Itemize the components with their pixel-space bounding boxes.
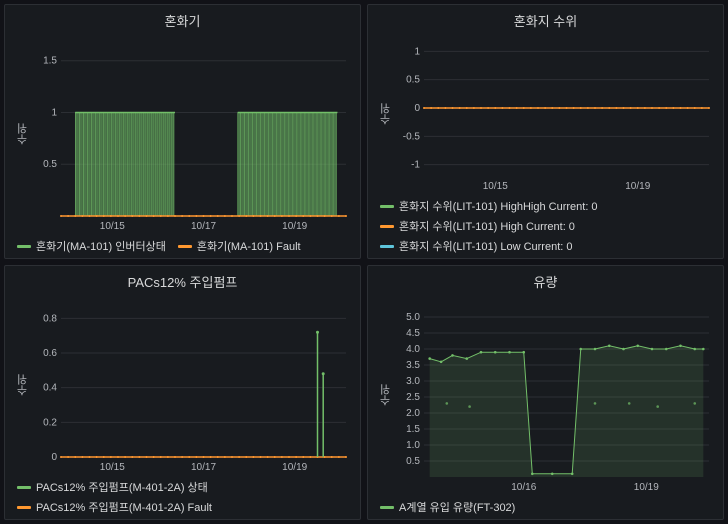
legend-swatch: [380, 245, 394, 248]
panel-level: 혼화지 수위 수위 -1 -0.5 0 0.5 1 10/15 10/19 혼화지 수위(L…: [367, 4, 724, 259]
svg-text:2.0: 2.0: [406, 408, 420, 419]
svg-text:1: 1: [414, 46, 420, 57]
legend-label: 혼화지 수위(LIT-101) High Current: 0: [399, 218, 575, 234]
legend-swatch: [380, 225, 394, 228]
legend-item[interactable]: 혼화지 수위(LIT-101) High Current: 0: [380, 218, 575, 234]
legend-label: A계열 유입 유량(FT-302): [399, 499, 515, 515]
svg-text:0.5: 0.5: [43, 159, 57, 170]
y-axis-label: 수위: [13, 34, 33, 234]
svg-text:10/17: 10/17: [191, 221, 216, 232]
svg-text:0.5: 0.5: [406, 456, 420, 467]
legend-item[interactable]: 혼화지 수위(LIT-101) Low Current: 0: [380, 238, 573, 254]
legend-swatch: [380, 205, 394, 208]
panel-title: 유량: [376, 272, 715, 291]
legend-item[interactable]: 혼화지 수위(LIT-101) HighHigh Current: 0: [380, 198, 598, 214]
legend: PACs12% 주입펌프(M-401-2A) 상태 PACs12% 주입펌프(M-…: [13, 475, 352, 515]
legend-swatch: [17, 486, 31, 489]
svg-text:0.8: 0.8: [43, 313, 57, 324]
legend-swatch: [178, 245, 192, 248]
chart-area: 수위 0 0.2 0.4 0.6 0.8 10/15 10/17 10/19: [13, 295, 352, 475]
chart-area: 수위 0.5 1.0 1.5 2.0 2.5 3.0 3.5 4.0 4.5 5.0 10/16 10…: [376, 295, 715, 495]
legend-label: 혼화지 수위(LIT-101) HighHigh Current: 0: [399, 198, 598, 214]
svg-text:-1: -1: [411, 160, 420, 171]
legend-label: 혼화기(MA-101) 인버터상태: [36, 238, 166, 254]
svg-text:1.5: 1.5: [406, 424, 420, 435]
svg-text:1.0: 1.0: [406, 440, 420, 451]
panel-title: PACs12% 주입펌프: [13, 272, 352, 291]
panel-flow: 유량 수위 0.5 1.0 1.5 2.0 2.5 3.0 3.5 4.0 4.5 5.0 10/1…: [367, 265, 724, 520]
svg-text:0.6: 0.6: [43, 348, 57, 359]
svg-text:0.5: 0.5: [406, 75, 420, 86]
svg-text:4.5: 4.5: [406, 328, 420, 339]
svg-text:2.5: 2.5: [406, 392, 420, 403]
legend-label: PACs12% 주입펌프(M-401-2A) 상태: [36, 479, 208, 495]
legend-item[interactable]: PACs12% 주입펌프(M-401-2A) Fault: [17, 499, 212, 515]
legend-item[interactable]: PACs12% 주입펌프(M-401-2A) 상태: [17, 479, 208, 495]
svg-text:0: 0: [414, 103, 420, 114]
svg-text:0.2: 0.2: [43, 417, 57, 428]
svg-text:3.0: 3.0: [406, 376, 420, 387]
svg-text:4.0: 4.0: [406, 344, 420, 355]
svg-text:10/19: 10/19: [282, 221, 307, 232]
legend-item[interactable]: 혼화기(MA-101) Fault: [178, 238, 301, 254]
svg-text:1: 1: [51, 107, 57, 118]
chart-area: 수위 0.5 1 1.5 10/15 10/17 10/19: [13, 34, 352, 234]
y-axis-label: 수위: [376, 34, 396, 194]
chart-plot[interactable]: 0 0.2 0.4 0.6 0.8 10/15 10/17 10/19: [33, 295, 352, 475]
legend-swatch: [17, 245, 31, 248]
svg-text:1.5: 1.5: [43, 56, 57, 67]
legend-swatch: [380, 506, 394, 509]
svg-text:0.4: 0.4: [43, 383, 57, 394]
panel-title: 혼화기: [13, 11, 352, 30]
chart-plot[interactable]: 0.5 1.0 1.5 2.0 2.5 3.0 3.5 4.0 4.5 5.0 10/16 10/19: [396, 295, 715, 495]
panel-title: 혼화지 수위: [376, 11, 715, 30]
panel-pump: PACs12% 주입펌프 수위 0 0.2 0.4 0.6 0.8 10/15 10/17 1…: [4, 265, 361, 520]
legend-swatch: [17, 506, 31, 509]
svg-text:10/19: 10/19: [625, 181, 650, 192]
svg-text:10/15: 10/15: [483, 181, 508, 192]
svg-text:10/15: 10/15: [100, 462, 125, 473]
svg-text:-0.5: -0.5: [403, 131, 421, 142]
legend: A계열 유입 유량(FT-302): [376, 495, 715, 515]
chart-plot[interactable]: 0.5 1 1.5 10/15 10/17 10/19: [33, 34, 352, 234]
legend-item[interactable]: 혼화기(MA-101) 인버터상태: [17, 238, 166, 254]
legend: 혼화지 수위(LIT-101) HighHigh Current: 0 혼화지 수…: [376, 194, 715, 254]
legend-label: 혼화지 수위(LIT-101) Low Current: 0: [399, 238, 573, 254]
svg-text:0: 0: [51, 452, 57, 463]
legend-label: 혼화기(MA-101) Fault: [197, 238, 301, 254]
chart-plot[interactable]: -1 -0.5 0 0.5 1 10/15 10/19: [396, 34, 715, 194]
y-axis-label: 수위: [13, 295, 33, 475]
y-axis-label: 수위: [376, 295, 396, 495]
svg-text:10/19: 10/19: [282, 462, 307, 473]
legend: 혼화기(MA-101) 인버터상태 혼화기(MA-101) Fault: [13, 234, 352, 254]
svg-text:3.5: 3.5: [406, 360, 420, 371]
svg-text:10/17: 10/17: [191, 462, 216, 473]
legend-item[interactable]: A계열 유입 유량(FT-302): [380, 499, 515, 515]
svg-text:10/19: 10/19: [634, 482, 659, 493]
panel-mixer: 혼화기 수위 0.5 1 1.5 10/15 10/17 10/19 혼화기(MA-101…: [4, 4, 361, 259]
chart-area: 수위 -1 -0.5 0 0.5 1 10/15 10/19: [376, 34, 715, 194]
svg-text:10/16: 10/16: [511, 482, 536, 493]
svg-text:10/15: 10/15: [100, 221, 125, 232]
legend-label: PACs12% 주입펌프(M-401-2A) Fault: [36, 499, 212, 515]
svg-text:5.0: 5.0: [406, 312, 420, 323]
